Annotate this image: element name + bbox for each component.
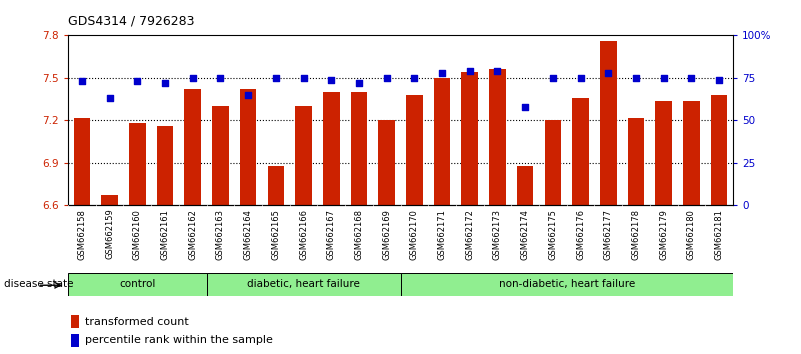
Point <box>463 68 476 74</box>
Text: GSM662172: GSM662172 <box>465 209 474 259</box>
Text: GSM662181: GSM662181 <box>714 209 723 259</box>
Text: GDS4314 / 7926283: GDS4314 / 7926283 <box>68 14 195 27</box>
Point <box>436 70 449 76</box>
Bar <box>378 120 395 205</box>
Text: GSM662178: GSM662178 <box>631 209 641 260</box>
Text: non-diabetic, heart failure: non-diabetic, heart failure <box>498 279 635 289</box>
Point <box>519 104 532 110</box>
Text: GSM662175: GSM662175 <box>549 209 557 259</box>
Point <box>352 80 365 86</box>
Bar <box>323 92 340 205</box>
Point <box>546 75 559 81</box>
Bar <box>572 98 589 205</box>
Point <box>103 96 116 101</box>
Bar <box>628 118 644 205</box>
Bar <box>683 101 700 205</box>
Point <box>380 75 393 81</box>
Bar <box>400 273 733 296</box>
Point <box>658 75 670 81</box>
Bar <box>71 315 79 328</box>
Bar <box>461 72 478 205</box>
Text: GSM662158: GSM662158 <box>78 209 87 259</box>
Text: diabetic, heart failure: diabetic, heart failure <box>247 279 360 289</box>
Bar <box>655 101 672 205</box>
Point <box>187 75 199 81</box>
Text: GSM662173: GSM662173 <box>493 209 502 260</box>
Bar <box>184 89 201 205</box>
Text: GSM662162: GSM662162 <box>188 209 197 259</box>
Point <box>685 75 698 81</box>
Text: GSM662165: GSM662165 <box>272 209 280 259</box>
Bar <box>268 166 284 205</box>
Text: GSM662180: GSM662180 <box>687 209 696 259</box>
Text: GSM662177: GSM662177 <box>604 209 613 260</box>
Bar <box>239 89 256 205</box>
Bar <box>71 334 79 347</box>
Text: GSM662179: GSM662179 <box>659 209 668 259</box>
Text: GSM662170: GSM662170 <box>410 209 419 259</box>
Bar <box>517 166 533 205</box>
Text: GSM662174: GSM662174 <box>521 209 529 259</box>
Point <box>408 75 421 81</box>
Point <box>491 68 504 74</box>
Point <box>242 92 255 98</box>
Bar <box>351 92 367 205</box>
Text: GSM662160: GSM662160 <box>133 209 142 259</box>
Text: disease state: disease state <box>4 279 74 289</box>
Point <box>297 75 310 81</box>
Text: control: control <box>119 279 155 289</box>
Point <box>214 75 227 81</box>
Point <box>159 80 171 86</box>
Text: GSM662168: GSM662168 <box>355 209 364 260</box>
Text: percentile rank within the sample: percentile rank within the sample <box>85 335 272 346</box>
Text: GSM662163: GSM662163 <box>216 209 225 260</box>
Text: GSM662169: GSM662169 <box>382 209 391 259</box>
Bar <box>545 120 562 205</box>
Text: GSM662171: GSM662171 <box>437 209 446 259</box>
Bar <box>212 106 229 205</box>
Text: GSM662176: GSM662176 <box>576 209 585 260</box>
Bar <box>68 273 207 296</box>
Bar <box>157 126 173 205</box>
Bar <box>406 95 423 205</box>
Text: GSM662164: GSM662164 <box>244 209 252 259</box>
Point <box>325 77 338 82</box>
Text: transformed count: transformed count <box>85 316 188 327</box>
Bar <box>710 95 727 205</box>
Text: GSM662161: GSM662161 <box>160 209 170 259</box>
Point <box>630 75 642 81</box>
Point <box>713 77 726 82</box>
Bar <box>600 41 617 205</box>
Point <box>75 79 88 84</box>
Text: GSM662167: GSM662167 <box>327 209 336 260</box>
Point <box>269 75 282 81</box>
Bar <box>207 273 400 296</box>
Point <box>602 70 614 76</box>
Bar <box>101 195 118 205</box>
Point <box>131 79 143 84</box>
Text: GSM662166: GSM662166 <box>299 209 308 260</box>
Bar <box>489 69 505 205</box>
Point <box>574 75 587 81</box>
Text: GSM662159: GSM662159 <box>105 209 114 259</box>
Bar <box>129 123 146 205</box>
Bar <box>434 78 450 205</box>
Bar <box>74 118 91 205</box>
Bar <box>296 106 312 205</box>
